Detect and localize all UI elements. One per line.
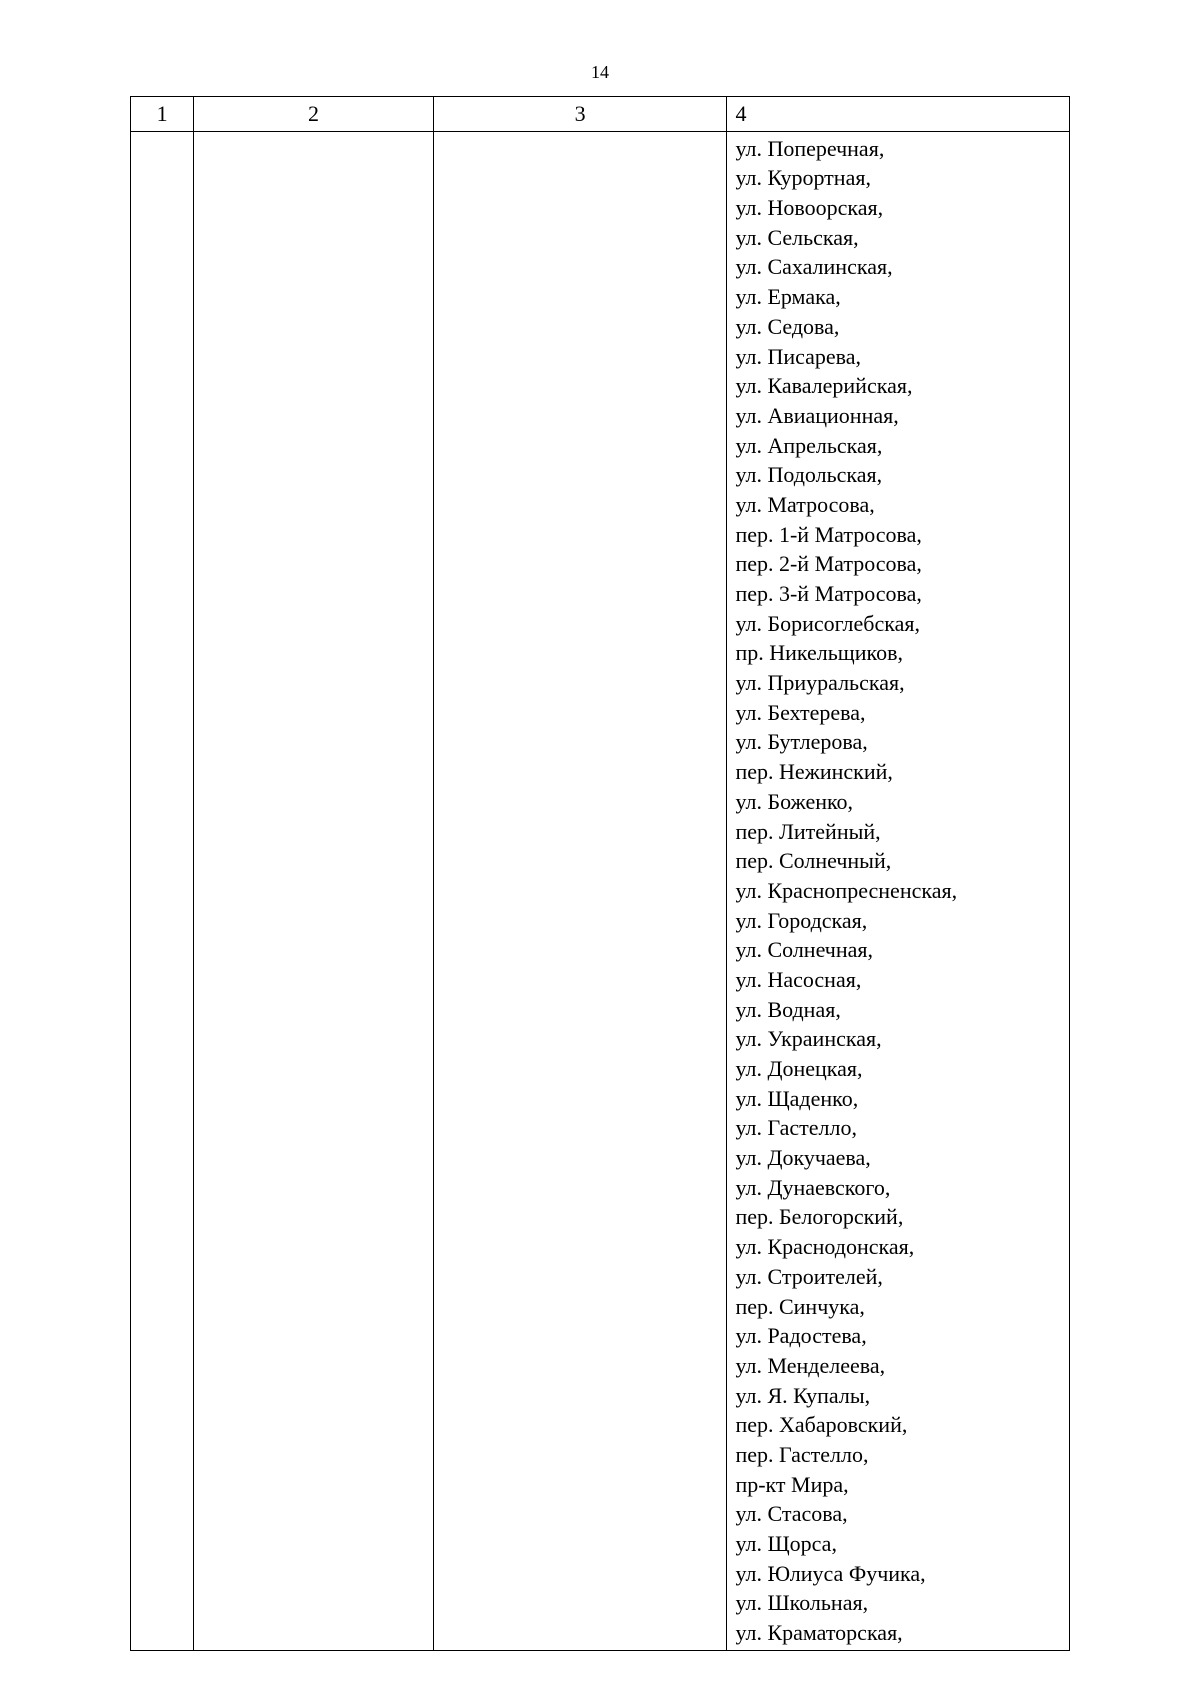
document-table-container: 1 2 3 4 ул. Поперечная, ул. Курортная, у… [130,96,1070,1651]
header-col-2: 2 [194,97,433,132]
page-number: 14 [0,62,1200,83]
header-col-1: 1 [131,97,194,132]
header-col-4: 4 [727,97,1070,132]
table-row: ул. Поперечная, ул. Курортная, ул. Новоо… [131,131,1070,1650]
cell-c1 [131,131,194,1650]
document-table: 1 2 3 4 ул. Поперечная, ул. Курортная, у… [130,96,1070,1651]
cell-c4-streets: ул. Поперечная, ул. Курортная, ул. Новоо… [727,131,1070,1650]
table-header-row: 1 2 3 4 [131,97,1070,132]
header-col-3: 3 [433,97,727,132]
cell-c2 [194,131,433,1650]
streets-list: ул. Поперечная, ул. Курортная, ул. Новоо… [735,134,1061,1648]
cell-c3 [433,131,727,1650]
